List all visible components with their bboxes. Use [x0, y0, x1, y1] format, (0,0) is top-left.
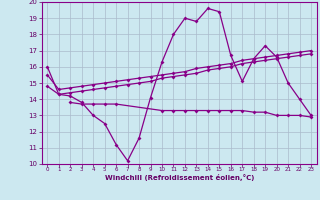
- X-axis label: Windchill (Refroidissement éolien,°C): Windchill (Refroidissement éolien,°C): [105, 174, 254, 181]
